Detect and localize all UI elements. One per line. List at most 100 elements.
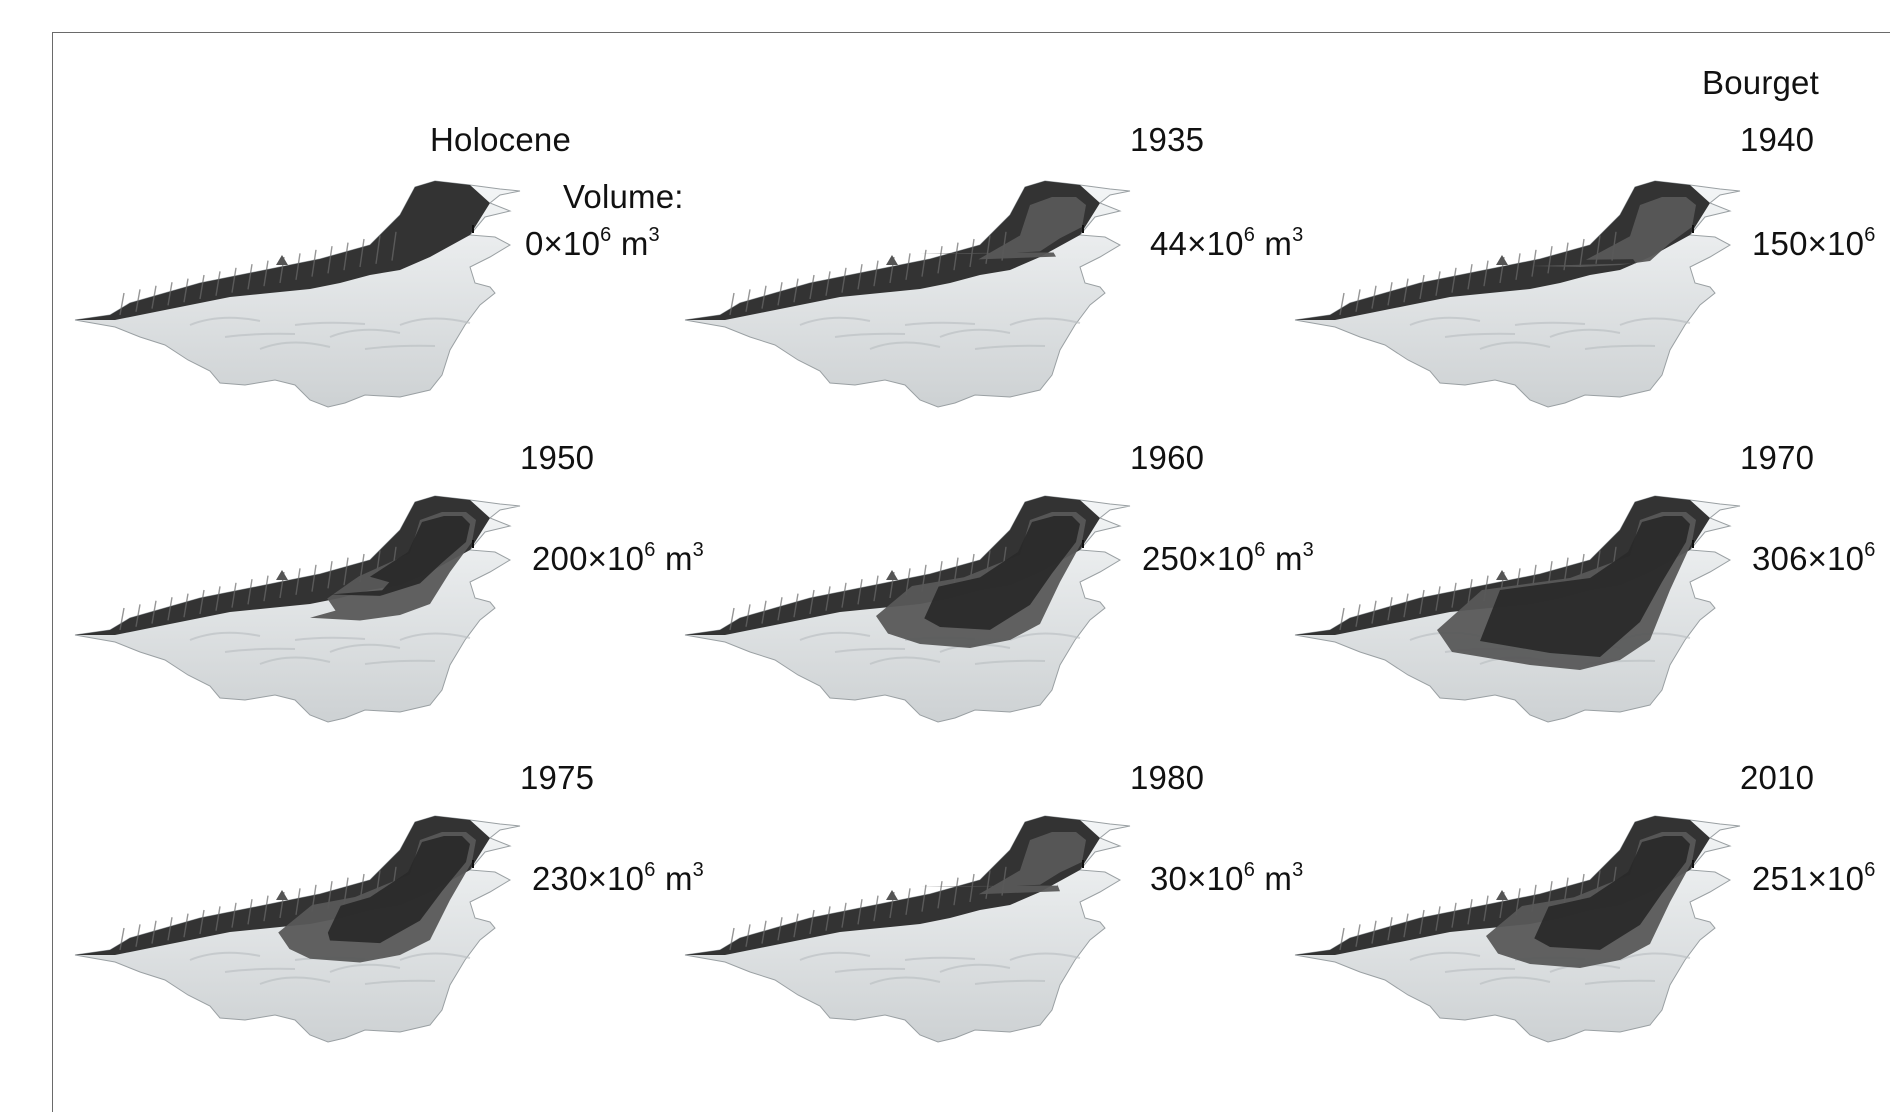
water-fill-deep — [330, 516, 470, 596]
ridge-line — [793, 593, 799, 618]
ridge-line — [777, 597, 783, 621]
panel-title-1950: 1950 — [520, 439, 595, 476]
volume-value: 200×10 — [532, 540, 645, 577]
panel-1935 — [680, 175, 1150, 420]
scale-tick — [1082, 225, 1084, 233]
panel-volume-1970: 306×106 — [1752, 539, 1876, 577]
relief-line — [1514, 321, 1586, 326]
relief-line — [939, 328, 1011, 338]
relief-line — [1584, 979, 1656, 985]
island-marker — [886, 570, 898, 580]
relief-line — [1549, 328, 1621, 338]
relief-line — [799, 951, 871, 961]
ridge-line — [793, 913, 799, 938]
lake-terrain-image — [1294, 180, 1741, 408]
relief-line — [1479, 976, 1551, 985]
ridge-line — [745, 604, 751, 627]
ridge-line — [1339, 927, 1345, 951]
volume-value: 230×10 — [532, 860, 645, 897]
water-fill-extent — [1530, 197, 1696, 267]
relief-line — [189, 631, 261, 641]
ridge-line — [231, 582, 237, 608]
relief-line — [904, 321, 976, 326]
ridge-line — [151, 920, 157, 944]
panel-volume-1975: 230×106 m3 — [532, 859, 704, 897]
ridge-line — [985, 870, 991, 899]
panel-volume-holocene: 0×106 m3 — [525, 224, 660, 262]
ridge-line — [167, 597, 173, 621]
ridge-line — [873, 260, 879, 287]
ridge-line — [761, 920, 767, 944]
ridge-line — [199, 589, 205, 615]
ridge-line — [135, 924, 141, 947]
relief-line — [1409, 951, 1481, 961]
ridge-line — [231, 267, 237, 293]
ridge-line — [1339, 292, 1345, 316]
ridge-line — [1451, 582, 1457, 608]
island-marker — [1496, 255, 1508, 265]
ridge-line — [1371, 920, 1377, 944]
ridge-line — [295, 568, 301, 595]
relief-line — [1619, 317, 1691, 326]
ridge-line — [247, 264, 253, 290]
relief-line — [224, 647, 296, 653]
relief-line — [224, 332, 296, 338]
ridge-line — [825, 906, 831, 931]
relief-line — [329, 328, 401, 338]
relief-line — [1619, 952, 1691, 961]
relief-line — [399, 952, 471, 961]
lake-terrain-image — [1294, 495, 1741, 723]
relief-line — [259, 656, 331, 665]
ridge-line — [1419, 274, 1425, 300]
ridge-line — [215, 586, 221, 611]
relief-line — [974, 344, 1046, 350]
ridge-line — [921, 249, 927, 277]
relief-line — [364, 979, 436, 985]
ridge-line — [1371, 285, 1377, 309]
ridge-line — [215, 271, 221, 296]
ridge-line — [777, 282, 783, 306]
ridge-line — [857, 579, 863, 605]
island-marker — [886, 255, 898, 265]
lake-terrain-image — [74, 180, 521, 408]
panel-1975 — [70, 810, 540, 1055]
relief-line — [294, 636, 366, 641]
ridge-line — [1355, 289, 1361, 312]
panel-holocene — [70, 175, 540, 420]
ridge-line — [215, 906, 221, 931]
lake-terrain-image — [74, 815, 521, 1043]
panel-title-1935: 1935 — [1130, 121, 1205, 158]
ridge-line — [761, 600, 767, 624]
ridge-line — [183, 593, 189, 618]
ridge-line — [729, 292, 735, 316]
ridge-line — [199, 274, 205, 300]
volume-value: 250×10 — [1142, 540, 1255, 577]
ridge-line — [857, 264, 863, 290]
water-fill-extent — [920, 197, 1086, 260]
ridge-line — [263, 895, 269, 922]
ridge-line — [391, 231, 397, 261]
panel-title-1970: 1970 — [1740, 439, 1815, 476]
ridge-line — [809, 909, 815, 935]
ridge-line — [1355, 604, 1361, 627]
ridge-line — [873, 895, 879, 922]
ridge-line — [1435, 271, 1441, 296]
panel-2010 — [1290, 810, 1760, 1055]
ridge-line — [1387, 597, 1393, 621]
relief-line — [1009, 317, 1081, 326]
ridge-line — [311, 564, 317, 592]
panel-title-holocene: Holocene — [430, 121, 572, 158]
ridge-line — [1403, 913, 1409, 938]
island-marker — [276, 255, 288, 265]
panel-volume-1980: 30×106 m3 — [1150, 859, 1304, 897]
relief-line — [224, 967, 296, 973]
panel-1950 — [70, 490, 540, 735]
ridge-line — [247, 579, 253, 605]
ridge-line — [135, 289, 141, 312]
relief-line — [1444, 967, 1516, 973]
scale-tick — [1082, 540, 1084, 548]
ridge-line — [119, 607, 125, 631]
ridge-line — [135, 604, 141, 627]
panel-volume-2010: 251×106 — [1752, 859, 1876, 897]
panel-title-1960: 1960 — [1130, 439, 1205, 476]
